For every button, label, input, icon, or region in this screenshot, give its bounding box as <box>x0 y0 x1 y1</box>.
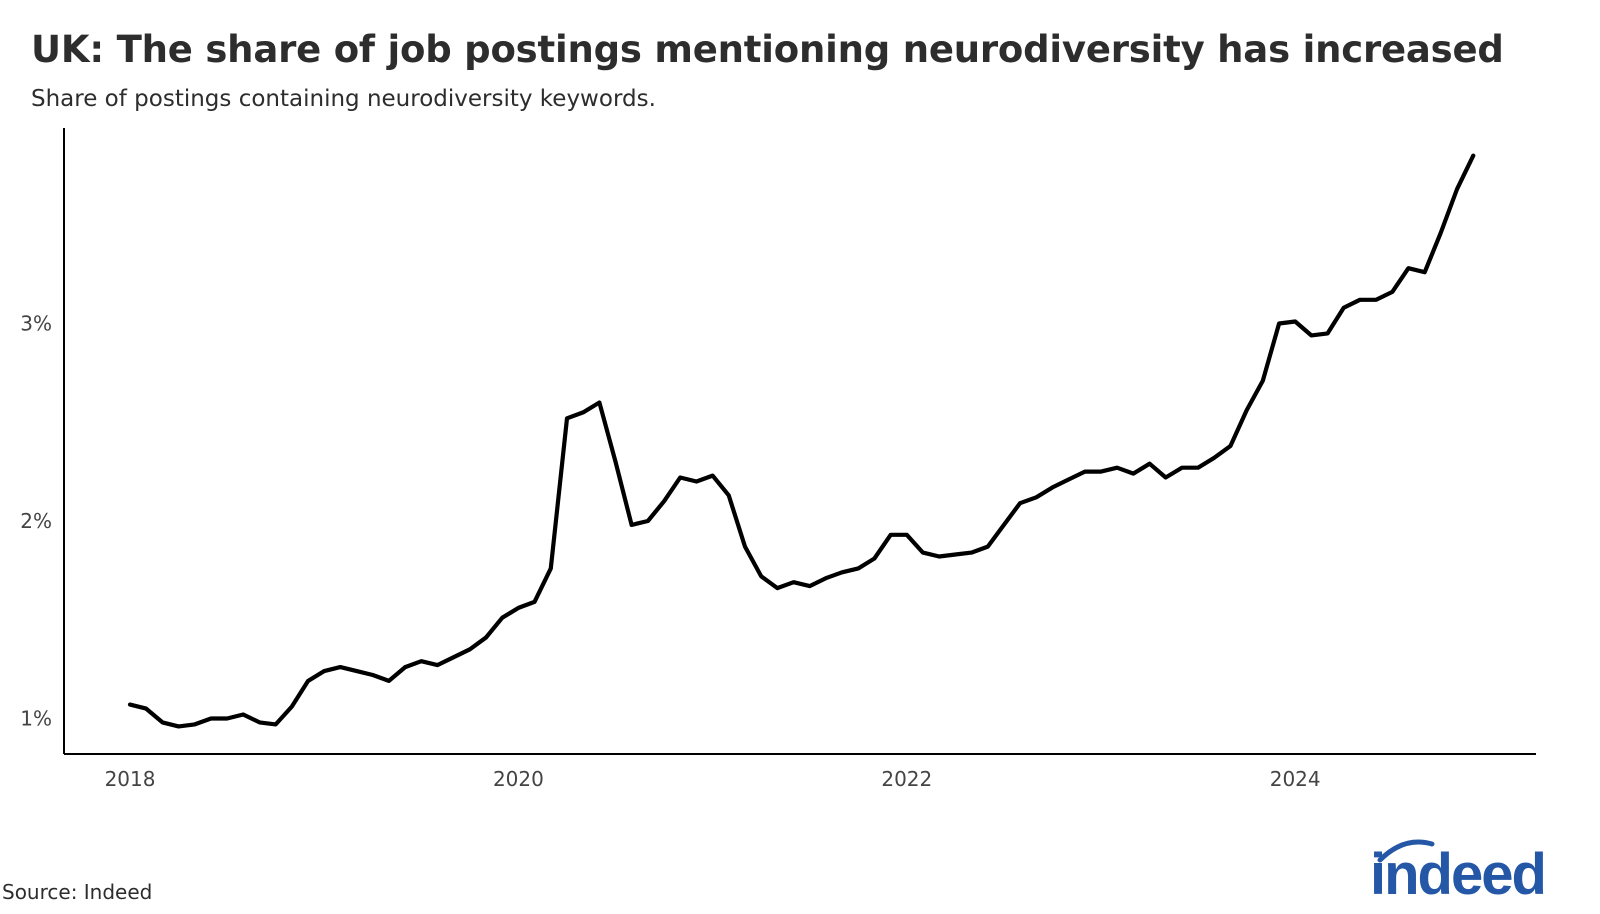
y-tick-label: 1% <box>20 706 52 730</box>
logo-arc-icon <box>1377 839 1435 863</box>
x-tick-label: 2024 <box>1270 767 1321 791</box>
chart-title: UK: The share of job postings mentioning… <box>31 28 1504 71</box>
x-tick-label: 2018 <box>105 767 156 791</box>
x-axis-ticks: 2018 2020 2022 2024 <box>105 767 1321 791</box>
y-tick-label: 2% <box>20 509 52 533</box>
y-tick-label: 3% <box>20 312 52 336</box>
logo-wordmark: indeed <box>1370 842 1545 900</box>
chart-subtitle: Share of postings containing neurodivers… <box>31 86 656 112</box>
series-line <box>127 153 1476 729</box>
x-tick-label: 2020 <box>493 767 544 791</box>
x-tick-label: 2022 <box>881 767 932 791</box>
indeed-logo: indeed <box>1370 839 1547 900</box>
y-axis-ticks: 1% 2% 3% <box>20 312 52 731</box>
source-note: Source: Indeed <box>2 880 153 904</box>
